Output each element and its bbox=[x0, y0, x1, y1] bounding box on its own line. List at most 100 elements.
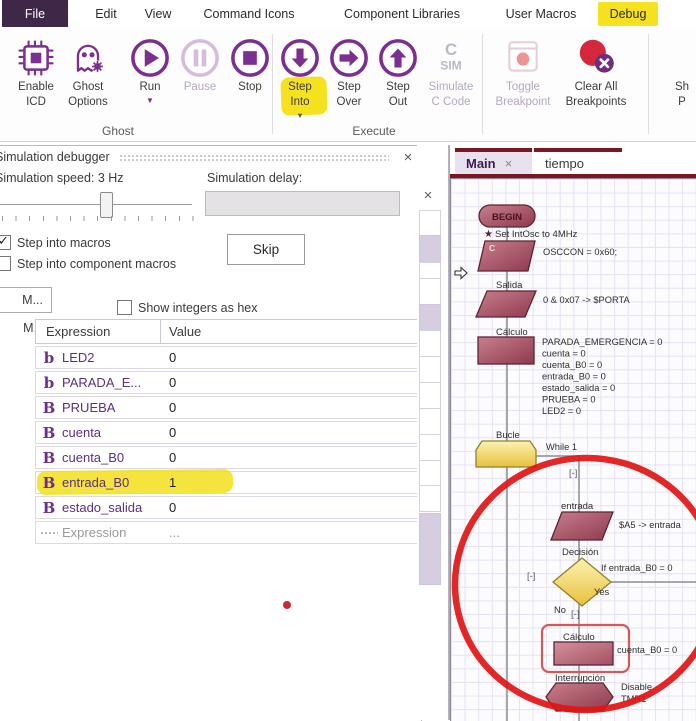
table-header: Expression Value bbox=[35, 319, 420, 344]
menu-user-macros[interactable]: User Macros bbox=[505, 6, 577, 21]
tab-close-icon[interactable]: × bbox=[504, 155, 513, 171]
bucle-expression: While 1 bbox=[546, 442, 577, 452]
flow-node-begin[interactable] bbox=[478, 204, 536, 228]
run-button[interactable]: Run ▼ bbox=[126, 36, 174, 105]
collapse-marker[interactable]: [-] bbox=[571, 609, 579, 620]
speed-slider-track[interactable] bbox=[0, 204, 192, 205]
show-panel-button[interactable]: Sh P bbox=[674, 81, 690, 108]
close-icon[interactable]: × bbox=[403, 148, 413, 166]
show-integers-as-hex-checkbox[interactable]: Show integers as hex bbox=[117, 300, 258, 315]
clear-breakpoints-icon bbox=[573, 36, 619, 80]
collapse-marker[interactable]: [-] bbox=[527, 571, 535, 582]
new-expression-row[interactable]: Expression ... bbox=[35, 521, 420, 544]
chip-icon bbox=[17, 36, 55, 80]
menu-bar: File Edit View Command Icons Component L… bbox=[0, 0, 696, 29]
table-row[interactable]: b PARADA_E... 0 bbox=[35, 371, 420, 394]
strip-cell bbox=[419, 485, 441, 512]
menu-component-libraries[interactable]: Component Libraries bbox=[343, 6, 461, 21]
c-block-code: OSCCON = 0x60; bbox=[543, 247, 617, 257]
panel-title: Simulation debugger bbox=[0, 150, 110, 164]
checkbox-icon[interactable] bbox=[0, 256, 11, 271]
skip-button[interactable]: Skip bbox=[227, 234, 305, 265]
table-row[interactable]: B cuenta 0 bbox=[35, 421, 420, 444]
interrupcion-label: Interrupción bbox=[555, 673, 605, 684]
strip-cell bbox=[419, 460, 441, 486]
toggle-breakpoint-button[interactable]: Toggle Breakpoint bbox=[478, 36, 568, 109]
decision-label: Decisión bbox=[562, 547, 598, 558]
ribbon-separator bbox=[482, 34, 483, 134]
c-block-title: Set IntOsc to 4MHz bbox=[495, 229, 578, 240]
flow-node-entrada[interactable] bbox=[550, 511, 614, 541]
table-row-highlighted[interactable]: B entrada_B0 1 bbox=[35, 468, 420, 496]
clear-all-breakpoints-button[interactable]: Clear All Breakpoints bbox=[548, 36, 644, 109]
type-icon: b bbox=[43, 348, 55, 367]
ghost-options-button[interactable]: Ghost Options bbox=[58, 36, 118, 109]
stop-button[interactable]: Stop bbox=[226, 36, 274, 95]
current-instruction-arrow-icon bbox=[454, 266, 468, 280]
flow-node-salida[interactable] bbox=[475, 290, 537, 318]
table-row[interactable]: B estado_salida 0 bbox=[35, 496, 420, 519]
collapse-marker[interactable]: [-] bbox=[569, 468, 577, 479]
flowchart-canvas[interactable]: BEGIN ★ Set IntOsc to 4MHz C OSCCON = 0x… bbox=[450, 178, 696, 721]
speed-slider-thumb[interactable] bbox=[100, 192, 113, 218]
tab-tiempo[interactable]: tiempo bbox=[534, 148, 622, 174]
type-icon: B bbox=[42, 423, 56, 442]
menu-debug[interactable]: Debug bbox=[598, 2, 658, 26]
run-icon bbox=[129, 36, 171, 80]
table-row[interactable]: B cuenta_B0 0 bbox=[35, 446, 420, 469]
step-into-dropdown-caret[interactable]: ▼ bbox=[296, 111, 304, 120]
drag-handle-dots[interactable] bbox=[118, 153, 389, 161]
table-row[interactable]: b LED2 0 bbox=[35, 346, 420, 369]
strip-cell bbox=[419, 408, 441, 435]
step-into-button[interactable]: Step Into ▼ bbox=[276, 36, 328, 124]
menu-file[interactable]: File bbox=[2, 0, 68, 27]
value-column-header[interactable]: Value bbox=[169, 324, 202, 339]
star-icon: ★ bbox=[484, 229, 493, 240]
ghost-icon bbox=[69, 36, 107, 80]
simulate-c-code-button[interactable]: C SIM Simulate C Code bbox=[422, 36, 480, 109]
pause-button[interactable]: Pause bbox=[176, 36, 224, 95]
checkbox-icon[interactable] bbox=[117, 300, 132, 315]
flow-node-calculo1[interactable] bbox=[477, 336, 535, 365]
flow-node-c-code[interactable] bbox=[477, 240, 536, 272]
type-icon: B bbox=[42, 448, 56, 467]
flow-node-calculo2[interactable] bbox=[553, 641, 614, 666]
enable-icd-button[interactable]: Enable ICD bbox=[8, 36, 64, 109]
macro-button-1[interactable]: M... bbox=[0, 287, 52, 313]
menu-edit[interactable]: Edit bbox=[95, 6, 117, 21]
expression-table: Expression Value b LED2 0 b PARADA_E... … bbox=[35, 319, 420, 544]
checkbox-checked-icon[interactable] bbox=[0, 233, 11, 250]
calculo2-expression: cuenta_B0 = 0 bbox=[617, 645, 677, 655]
svg-text:cuenta_B0 = 0: cuenta_B0 = 0 bbox=[542, 360, 602, 370]
strip-cell bbox=[419, 330, 441, 357]
step-out-button[interactable]: Step Out bbox=[374, 36, 422, 109]
strip-cell bbox=[419, 235, 441, 263]
menu-command-icons[interactable]: Command Icons bbox=[203, 6, 295, 21]
slider-ticks bbox=[2, 216, 194, 221]
red-annotation-circle bbox=[451, 454, 696, 714]
no-label: No bbox=[554, 605, 566, 615]
type-icon: B bbox=[42, 473, 56, 492]
salida-expression: 0 & 0x07 -> $PORTA bbox=[543, 295, 631, 305]
strip-cell bbox=[419, 434, 441, 461]
step-over-icon bbox=[328, 36, 370, 80]
bucle-label: Bucle bbox=[496, 430, 520, 441]
svg-text:LED2 = 0: LED2 = 0 bbox=[542, 406, 581, 416]
run-dropdown-caret[interactable]: ▼ bbox=[146, 95, 154, 105]
execution-highlight-box bbox=[540, 623, 631, 674]
panel-title-bar[interactable]: Simulation debugger × bbox=[0, 146, 421, 168]
close-icon[interactable]: × bbox=[423, 187, 433, 204]
step-over-button[interactable]: Step Over bbox=[325, 36, 373, 109]
simulation-delay-field[interactable] bbox=[205, 191, 400, 216]
tab-main[interactable]: Main × bbox=[455, 148, 532, 174]
step-into-macros-checkbox[interactable]: Step into macros bbox=[0, 233, 111, 250]
menu-view[interactable]: View bbox=[144, 6, 172, 21]
flow-node-decision[interactable] bbox=[551, 557, 613, 607]
ribbon-separator bbox=[272, 34, 273, 134]
dashes-icon bbox=[41, 532, 58, 534]
step-into-icon bbox=[279, 36, 321, 80]
table-row[interactable]: B PRUEBA 0 bbox=[35, 396, 420, 419]
flow-node-bucle[interactable] bbox=[475, 440, 537, 468]
expression-column-header[interactable]: Expression bbox=[36, 320, 161, 343]
step-into-component-macros-checkbox[interactable]: Step into component macros bbox=[0, 256, 176, 271]
